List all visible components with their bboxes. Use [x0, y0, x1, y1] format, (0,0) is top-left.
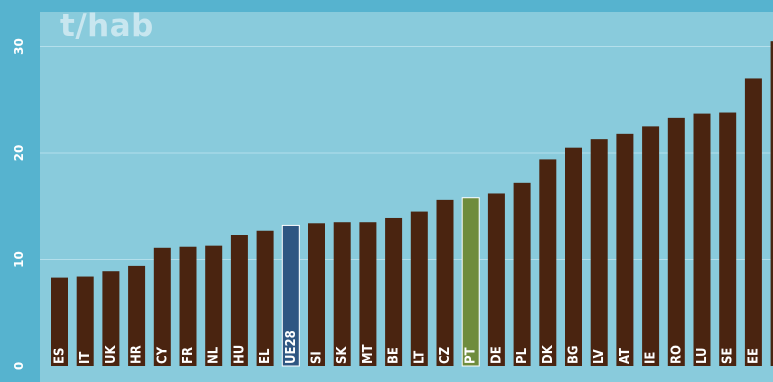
- bar-de: [487, 193, 505, 366]
- category-label-ue28: UE28: [284, 330, 299, 364]
- category-label-lt: LT: [412, 351, 427, 364]
- bar-dk: [539, 159, 557, 366]
- bar-pt: [461, 197, 480, 367]
- category-label-ro: RO: [669, 345, 684, 364]
- category-label-pl: PL: [515, 347, 530, 364]
- category-label-dk: DK: [541, 344, 556, 364]
- category-label-at: AT: [618, 348, 633, 364]
- category-label-lu: LU: [695, 348, 710, 365]
- bar-sk: [333, 222, 351, 366]
- category-label-ee: EE: [746, 348, 761, 364]
- y-tick-label: 0: [12, 362, 26, 370]
- bar-be: [385, 217, 403, 366]
- bar-lt: [410, 211, 428, 366]
- category-label-sk: SK: [335, 346, 350, 364]
- y-tick-label: 30: [12, 38, 26, 55]
- bar-hr: [128, 265, 146, 366]
- category-label-si: SI: [310, 351, 325, 364]
- category-label-bg: BG: [567, 345, 582, 364]
- category-label-pt: PT: [464, 347, 479, 364]
- bar-ro: [667, 117, 685, 366]
- bar-hu: [230, 235, 248, 366]
- bar-el: [256, 230, 274, 366]
- bar-at: [616, 133, 634, 366]
- bar-nl: [205, 245, 223, 366]
- y-tick-label: 20: [12, 145, 26, 162]
- category-label-es: ES: [53, 348, 68, 364]
- category-label-el: EL: [258, 348, 273, 364]
- bar-lu: [693, 113, 711, 366]
- category-label-cy: CY: [155, 346, 170, 364]
- bar-mt: [359, 222, 377, 366]
- category-label-hu: HU: [232, 345, 247, 364]
- category-label-uk: UK: [104, 345, 119, 364]
- category-label-it: IT: [78, 352, 93, 364]
- category-label-mt: MT: [361, 344, 376, 364]
- category-label-fr: FR: [181, 347, 196, 364]
- category-label-nl: NL: [207, 346, 222, 364]
- bar-cy: [153, 247, 171, 366]
- bar-lv: [590, 139, 608, 366]
- bar-se: [719, 112, 737, 366]
- category-label-se: SE: [721, 348, 736, 364]
- bar-it: [76, 276, 94, 366]
- bar-pl: [513, 182, 531, 366]
- y-tick-label: 10: [12, 251, 26, 268]
- bar-ue28: [281, 224, 300, 367]
- category-label-hr: HR: [130, 345, 145, 364]
- bar-cz: [436, 199, 454, 366]
- bar-uk: [102, 271, 120, 366]
- category-label-cz: CZ: [438, 347, 453, 364]
- bar-es: [51, 277, 68, 366]
- bar-si: [308, 223, 325, 366]
- category-label-ie: IE: [644, 352, 659, 364]
- bar-bg: [565, 147, 582, 366]
- category-label-lv: LV: [592, 349, 607, 364]
- category-label-de: DE: [489, 346, 504, 364]
- bar-ee: [744, 78, 762, 366]
- category-label-be: BE: [387, 347, 402, 364]
- bar-fi: [770, 41, 773, 367]
- unit-label: t/hab: [60, 8, 154, 44]
- bar-ie: [642, 126, 660, 366]
- bar-fr: [179, 246, 197, 366]
